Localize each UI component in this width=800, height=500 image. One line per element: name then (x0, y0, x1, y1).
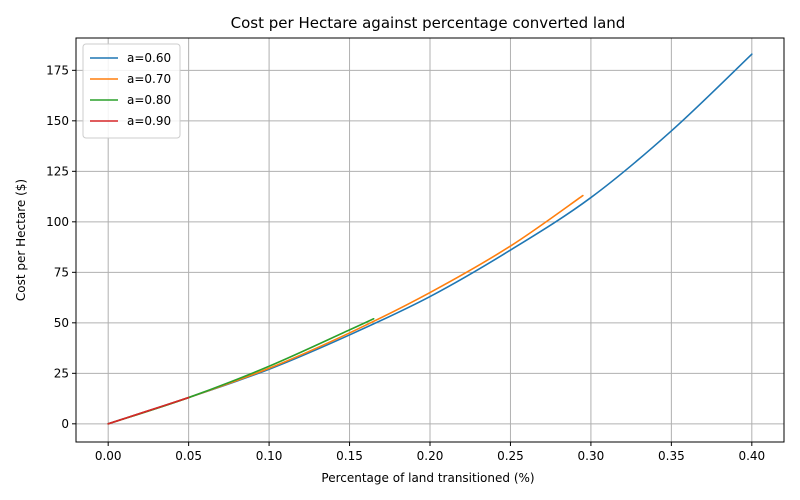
legend-label: a=0.80 (127, 93, 171, 107)
x-tick-label: 0.10 (256, 449, 283, 463)
x-axis-label: Percentage of land transitioned (%) (321, 471, 534, 485)
x-tick-label: 0.20 (417, 449, 444, 463)
y-tick-label: 150 (46, 114, 69, 128)
series-line-a-0-90 (107, 396, 190, 425)
y-tick-label: 0 (61, 417, 69, 431)
grid (76, 38, 784, 442)
series-lines (107, 53, 753, 425)
x-tick-label: 0.05 (175, 449, 202, 463)
legend-label: a=0.90 (127, 114, 171, 128)
legend-label: a=0.60 (127, 51, 171, 65)
x-tick-label: 0.15 (336, 449, 363, 463)
x-tick-label: 0.35 (658, 449, 685, 463)
axis-ticks: 0.00 0.05 0.10 0.15 0.20 0.25 0.30 0.35 0.40 0 25 5… (46, 63, 765, 463)
y-axis-label: Cost per Hectare ($) (14, 179, 28, 301)
y-tick-label: 100 (46, 215, 69, 229)
y-tick-label: 125 (46, 164, 69, 178)
legend-label: a=0.70 (127, 72, 171, 86)
y-tick-label: 175 (46, 63, 69, 77)
x-tick-label: 0.30 (578, 449, 605, 463)
x-tick-label: 0.25 (497, 449, 524, 463)
y-tick-label: 25 (54, 366, 69, 380)
legend: a=0.60 a=0.70 a=0.80 a=0.90 (82, 43, 181, 139)
chart-title: Cost per Hectare against percentage conv… (231, 14, 626, 32)
legend-box (82, 43, 181, 139)
y-tick-label: 75 (54, 265, 69, 279)
x-tick-label: 0.40 (738, 449, 765, 463)
x-tick-label: 0.00 (95, 449, 122, 463)
y-tick-label: 50 (54, 316, 69, 330)
